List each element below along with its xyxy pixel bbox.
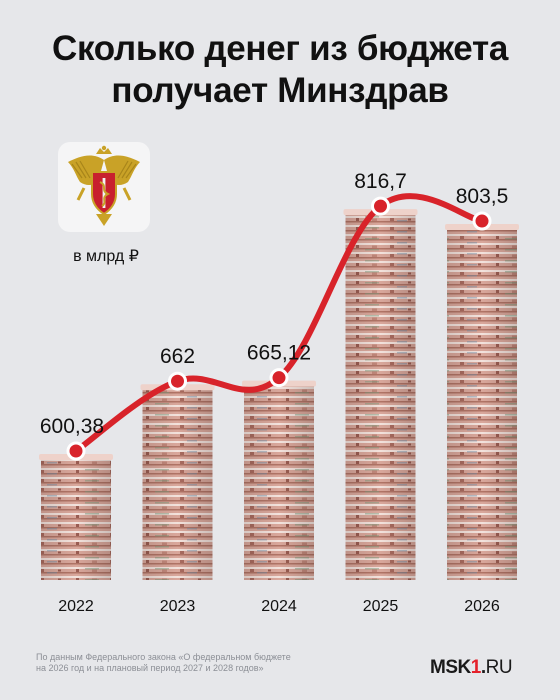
data-point	[168, 371, 187, 391]
data-label: 816,7	[354, 170, 407, 193]
source-note: По данным Федерального закона «О федерал…	[36, 652, 336, 674]
x-tick-label: 2025	[363, 598, 399, 615]
x-tick-label: 2026	[464, 598, 500, 615]
data-label: 665,12	[247, 342, 311, 365]
emblem-card	[58, 142, 150, 232]
bar-2022	[39, 453, 113, 580]
bar-2023	[140, 384, 215, 580]
data-point	[472, 211, 492, 231]
bar-2024	[242, 380, 316, 580]
title-line-2: получает Минздрав	[111, 71, 449, 110]
chart-title: Сколько денег из бюджета получает Минздр…	[0, 28, 560, 112]
data-label: 600,38	[40, 415, 104, 438]
x-tick-label: 2024	[261, 598, 297, 615]
data-label: 662	[160, 345, 195, 368]
source-note-line-2: на 2026 год и на плановый период 2027 и …	[36, 663, 264, 673]
x-tick-label: 2023	[160, 598, 196, 615]
ministry-emblem-icon	[68, 145, 140, 226]
chart-area: 2022 600,38 2023 662 2024 665,12 2025 816,7 2026…	[39, 170, 519, 615]
data-point	[269, 368, 289, 388]
bar-2026	[445, 224, 519, 580]
source-note-line-1: По данным Федерального закона «О федерал…	[36, 652, 291, 662]
data-label: 803,5	[456, 185, 509, 208]
logo-part-1: MSK	[430, 657, 471, 678]
logo-part-3: .	[480, 657, 486, 678]
x-tick-label: 2022	[58, 598, 94, 615]
title-line-1: Сколько денег из бюджета	[51, 29, 508, 68]
data-point	[66, 441, 86, 461]
unit-label: в млрд ₽	[73, 248, 139, 265]
logo-part-4: RU	[485, 657, 513, 678]
data-point	[371, 196, 390, 216]
bar-2025	[343, 209, 418, 581]
msk1-logo[interactable]: MSK 1 . RU	[430, 656, 513, 680]
logo-part-2: 1	[470, 657, 482, 678]
